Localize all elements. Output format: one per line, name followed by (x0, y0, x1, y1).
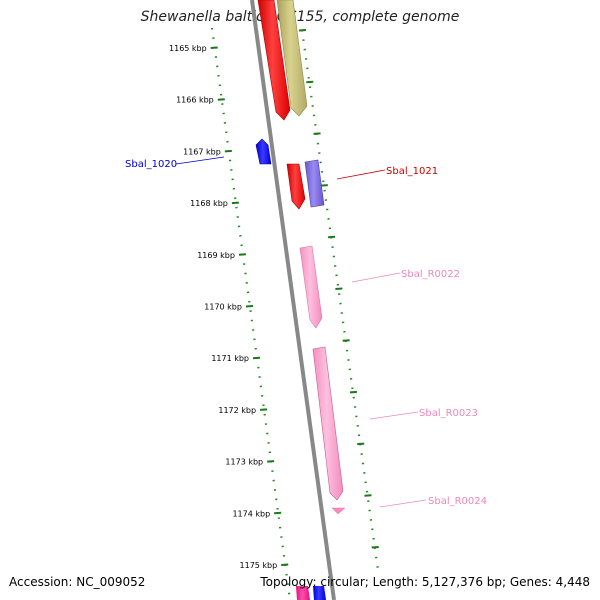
outer-tick-mark (349, 390, 358, 394)
outer-tick-mark (335, 287, 343, 290)
outer-tick-mark (364, 494, 372, 497)
genome-summary: Topology: circular; Length: 5,127,376 bp… (260, 575, 590, 589)
gene-blue-bottom[interactable] (313, 586, 326, 600)
inner-dotted-ring (210, 27, 292, 600)
gene-label-sbal-r0023[interactable]: Sbal_R0023 (419, 408, 478, 419)
tick-mark (281, 563, 289, 566)
tick-label: 1172 kbp (218, 406, 256, 415)
gene-sbal-1021[interactable] (286, 163, 306, 210)
map-title: Shewanella baltica OS155, complete genom… (140, 9, 460, 25)
accession-label: Accession: NC_009052 (9, 575, 146, 589)
gene-magenta-bottom[interactable] (296, 586, 310, 600)
tick-label: 1166 kbp (176, 96, 214, 105)
label-line-sbal-r0024 (379, 499, 427, 508)
gene-label-sbal-r0024[interactable]: Sbal_R0024 (428, 496, 487, 507)
tick-label: 1174 kbp (232, 509, 270, 518)
gene-sbal-r0022[interactable] (299, 245, 323, 329)
tick-mark (245, 305, 254, 308)
tick-label: 1165 kbp (169, 44, 207, 53)
gene-red-1[interactable] (257, 0, 291, 121)
label-line-sbal-r0023 (369, 411, 419, 420)
tick-mark (238, 253, 246, 256)
outer-tick-mark (357, 442, 365, 446)
tick-mark (224, 149, 232, 153)
tick-mark (231, 201, 239, 205)
tick-label: 1173 kbp (225, 458, 263, 467)
gene-label-sbal-r0022[interactable]: Sbal_R0022 (401, 269, 460, 280)
outer-tick-mark (371, 546, 379, 549)
outer-tick-mark (313, 132, 321, 135)
genome-backbone (250, 0, 336, 600)
gene-label-sbal-1020[interactable]: Sbal_1020 (125, 159, 177, 170)
tick-mark (252, 356, 261, 360)
tick-label: 1169 kbp (197, 251, 235, 260)
tick-label: 1171 kbp (211, 354, 249, 363)
tick-mark (274, 511, 282, 515)
label-line-sbal-1020 (175, 156, 225, 165)
tick-label: 1175 kbp (240, 561, 278, 570)
gene-label-sbal-1021[interactable]: Sbal_1021 (386, 166, 438, 177)
outer-tick-mark (298, 29, 307, 32)
label-line-sbal-r0022 (351, 272, 401, 283)
label-line-sbal-1021 (336, 169, 386, 180)
tick-label: 1168 kbp (190, 199, 228, 208)
tick-label: 1167 kbp (183, 147, 221, 156)
tick-mark (267, 460, 275, 463)
tick-label: 1170 kbp (204, 303, 242, 312)
outer-tick-mark (328, 235, 336, 239)
tick-mark (260, 408, 268, 411)
outer-tick-mark (320, 184, 328, 187)
gene-sbal-r0023[interactable] (312, 346, 344, 501)
gene-sbal-1020[interactable] (255, 138, 272, 165)
gene-sbal-r0024[interactable] (331, 507, 346, 515)
outer-tick-mark (342, 339, 350, 342)
tick-mark (210, 46, 218, 49)
gene-olive-1[interactable] (276, 0, 308, 117)
tick-mark (217, 98, 225, 101)
outer-tick-mark (306, 80, 314, 84)
gene-purple-1[interactable] (304, 159, 325, 208)
